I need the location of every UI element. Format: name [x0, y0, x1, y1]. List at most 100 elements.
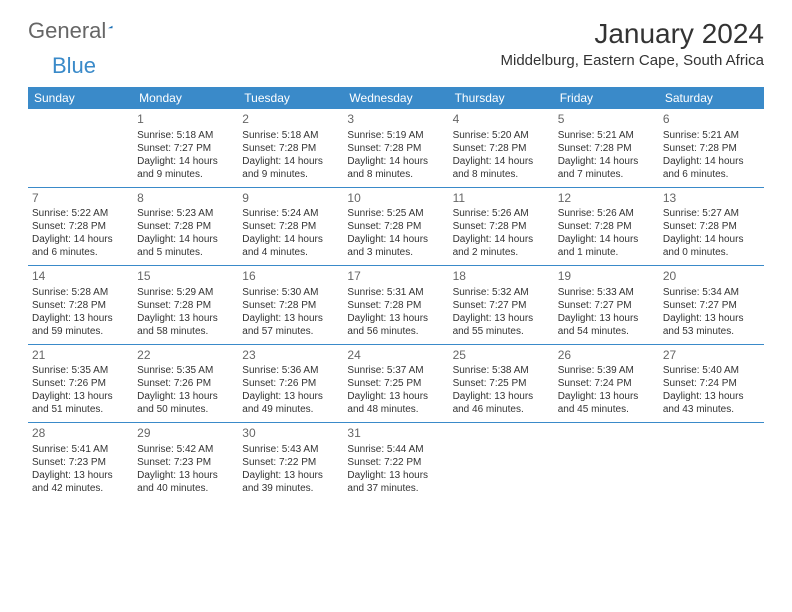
sunrise-line: Sunrise: 5:23 AM — [137, 207, 234, 220]
day-header-row: SundayMondayTuesdayWednesdayThursdayFrid… — [28, 87, 764, 109]
calendar-day-cell: 7Sunrise: 5:22 AMSunset: 7:28 PMDaylight… — [28, 187, 133, 266]
daylight-line: Daylight: 14 hours and 9 minutes. — [242, 155, 339, 181]
calendar-day-cell: 27Sunrise: 5:40 AMSunset: 7:24 PMDayligh… — [659, 344, 764, 423]
calendar-day-cell: 20Sunrise: 5:34 AMSunset: 7:27 PMDayligh… — [659, 266, 764, 345]
day-number: 16 — [242, 269, 339, 285]
day-number: 2 — [242, 112, 339, 128]
day-number: 25 — [453, 348, 550, 364]
daylight-line: Daylight: 14 hours and 6 minutes. — [32, 233, 129, 259]
day-number: 17 — [347, 269, 444, 285]
calendar-day-cell: 14Sunrise: 5:28 AMSunset: 7:28 PMDayligh… — [28, 266, 133, 345]
calendar-day-cell: 18Sunrise: 5:32 AMSunset: 7:27 PMDayligh… — [449, 266, 554, 345]
calendar-day-cell: 16Sunrise: 5:30 AMSunset: 7:28 PMDayligh… — [238, 266, 343, 345]
sunset-line: Sunset: 7:23 PM — [137, 456, 234, 469]
sunrise-line: Sunrise: 5:33 AM — [558, 286, 655, 299]
sunrise-line: Sunrise: 5:39 AM — [558, 364, 655, 377]
daylight-line: Daylight: 14 hours and 7 minutes. — [558, 155, 655, 181]
daylight-line: Daylight: 13 hours and 51 minutes. — [32, 390, 129, 416]
sunrise-line: Sunrise: 5:40 AM — [663, 364, 760, 377]
day-number: 15 — [137, 269, 234, 285]
day-number: 26 — [558, 348, 655, 364]
calendar-day-cell: 23Sunrise: 5:36 AMSunset: 7:26 PMDayligh… — [238, 344, 343, 423]
sunrise-line: Sunrise: 5:20 AM — [453, 129, 550, 142]
sunset-line: Sunset: 7:22 PM — [242, 456, 339, 469]
sunset-line: Sunset: 7:26 PM — [32, 377, 129, 390]
day-number: 3 — [347, 112, 444, 128]
calendar-day-cell: 2Sunrise: 5:18 AMSunset: 7:28 PMDaylight… — [238, 109, 343, 187]
day-header: Wednesday — [343, 87, 448, 109]
day-number: 6 — [663, 112, 760, 128]
calendar-day-cell: 8Sunrise: 5:23 AMSunset: 7:28 PMDaylight… — [133, 187, 238, 266]
day-number: 27 — [663, 348, 760, 364]
calendar-day-cell: 13Sunrise: 5:27 AMSunset: 7:28 PMDayligh… — [659, 187, 764, 266]
sunrise-line: Sunrise: 5:34 AM — [663, 286, 760, 299]
day-number: 29 — [137, 426, 234, 442]
sunset-line: Sunset: 7:28 PM — [242, 299, 339, 312]
sunset-line: Sunset: 7:28 PM — [663, 142, 760, 155]
daylight-line: Daylight: 14 hours and 2 minutes. — [453, 233, 550, 259]
daylight-line: Daylight: 14 hours and 8 minutes. — [453, 155, 550, 181]
sunset-line: Sunset: 7:28 PM — [32, 220, 129, 233]
sunrise-line: Sunrise: 5:21 AM — [663, 129, 760, 142]
calendar-day-cell: 24Sunrise: 5:37 AMSunset: 7:25 PMDayligh… — [343, 344, 448, 423]
calendar-day-cell: 17Sunrise: 5:31 AMSunset: 7:28 PMDayligh… — [343, 266, 448, 345]
logo: General — [28, 18, 132, 44]
daylight-line: Daylight: 13 hours and 48 minutes. — [347, 390, 444, 416]
sunset-line: Sunset: 7:28 PM — [242, 220, 339, 233]
day-number: 22 — [137, 348, 234, 364]
sunset-line: Sunset: 7:22 PM — [347, 456, 444, 469]
calendar-week-row: 7Sunrise: 5:22 AMSunset: 7:28 PMDaylight… — [28, 187, 764, 266]
day-number: 13 — [663, 191, 760, 207]
daylight-line: Daylight: 14 hours and 1 minute. — [558, 233, 655, 259]
sunset-line: Sunset: 7:28 PM — [558, 142, 655, 155]
day-number: 23 — [242, 348, 339, 364]
calendar-table: SundayMondayTuesdayWednesdayThursdayFrid… — [28, 87, 764, 501]
day-number: 7 — [32, 191, 129, 207]
sunset-line: Sunset: 7:23 PM — [32, 456, 129, 469]
calendar-day-cell — [554, 423, 659, 501]
sunset-line: Sunset: 7:25 PM — [453, 377, 550, 390]
sunset-line: Sunset: 7:25 PM — [347, 377, 444, 390]
sunset-line: Sunset: 7:28 PM — [347, 220, 444, 233]
day-number: 1 — [137, 112, 234, 128]
sunset-line: Sunset: 7:24 PM — [558, 377, 655, 390]
month-title: January 2024 — [501, 18, 764, 50]
sunset-line: Sunset: 7:28 PM — [558, 220, 655, 233]
sunrise-line: Sunrise: 5:38 AM — [453, 364, 550, 377]
daylight-line: Daylight: 13 hours and 37 minutes. — [347, 469, 444, 495]
sunrise-line: Sunrise: 5:44 AM — [347, 443, 444, 456]
calendar-week-row: 28Sunrise: 5:41 AMSunset: 7:23 PMDayligh… — [28, 423, 764, 501]
daylight-line: Daylight: 14 hours and 4 minutes. — [242, 233, 339, 259]
sunrise-line: Sunrise: 5:26 AM — [453, 207, 550, 220]
daylight-line: Daylight: 14 hours and 6 minutes. — [663, 155, 760, 181]
sunset-line: Sunset: 7:28 PM — [137, 220, 234, 233]
daylight-line: Daylight: 14 hours and 0 minutes. — [663, 233, 760, 259]
day-number: 18 — [453, 269, 550, 285]
calendar-day-cell — [449, 423, 554, 501]
daylight-line: Daylight: 14 hours and 8 minutes. — [347, 155, 444, 181]
sunrise-line: Sunrise: 5:22 AM — [32, 207, 129, 220]
calendar-week-row: 14Sunrise: 5:28 AMSunset: 7:28 PMDayligh… — [28, 266, 764, 345]
calendar-day-cell: 4Sunrise: 5:20 AMSunset: 7:28 PMDaylight… — [449, 109, 554, 187]
daylight-line: Daylight: 13 hours and 58 minutes. — [137, 312, 234, 338]
calendar-day-cell — [28, 109, 133, 187]
day-number: 11 — [453, 191, 550, 207]
sunset-line: Sunset: 7:28 PM — [453, 142, 550, 155]
calendar-day-cell: 11Sunrise: 5:26 AMSunset: 7:28 PMDayligh… — [449, 187, 554, 266]
sunset-line: Sunset: 7:28 PM — [242, 142, 339, 155]
day-number: 28 — [32, 426, 129, 442]
sunset-line: Sunset: 7:28 PM — [347, 142, 444, 155]
sunrise-line: Sunrise: 5:18 AM — [242, 129, 339, 142]
sunset-line: Sunset: 7:28 PM — [137, 299, 234, 312]
sunrise-line: Sunrise: 5:42 AM — [137, 443, 234, 456]
daylight-line: Daylight: 14 hours and 9 minutes. — [137, 155, 234, 181]
day-header: Friday — [554, 87, 659, 109]
day-number: 8 — [137, 191, 234, 207]
sunrise-line: Sunrise: 5:28 AM — [32, 286, 129, 299]
daylight-line: Daylight: 13 hours and 50 minutes. — [137, 390, 234, 416]
sunset-line: Sunset: 7:26 PM — [242, 377, 339, 390]
day-number: 31 — [347, 426, 444, 442]
sunset-line: Sunset: 7:28 PM — [32, 299, 129, 312]
calendar-day-cell: 3Sunrise: 5:19 AMSunset: 7:28 PMDaylight… — [343, 109, 448, 187]
calendar-week-row: 21Sunrise: 5:35 AMSunset: 7:26 PMDayligh… — [28, 344, 764, 423]
